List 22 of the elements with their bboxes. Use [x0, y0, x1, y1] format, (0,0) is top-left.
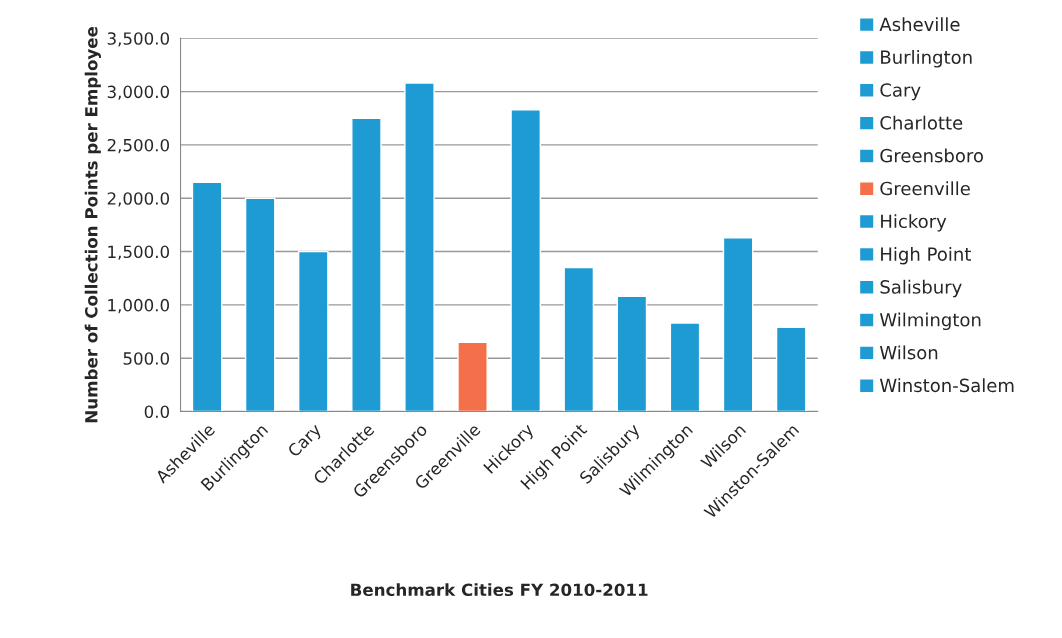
legend-label: Wilson: [879, 345, 938, 360]
y-tick-label: 3,000.0: [107, 85, 170, 100]
y-axis-title: Number of Collection Points per Employee: [84, 26, 101, 423]
legend-label: Wilmington: [879, 312, 981, 331]
legend-label: High Point: [881, 246, 971, 265]
legend-label: Charlotte: [880, 115, 963, 130]
legend-label: Greenville: [880, 181, 970, 196]
y-tick-label: 2,500.0: [107, 138, 170, 154]
y-tick-label: 2,000.0: [107, 192, 170, 207]
y-tick-label: 0.0: [144, 405, 170, 419]
legend-label: Salisbury: [880, 279, 962, 298]
y-tick-label: 500.0: [123, 352, 170, 365]
x-axis-title: Benchmark Cities FY 2010-2011: [351, 583, 648, 597]
y-tick-label: 1,500.0: [108, 245, 170, 260]
legend-label: Asheville: [879, 17, 960, 32]
legend-label: Cary: [880, 83, 921, 101]
legend-label: Burlington: [881, 50, 972, 68]
y-tick-label: 1,000.0: [108, 298, 170, 314]
legend-label: Greensboro: [880, 148, 983, 163]
y-tick-label: 3,500.0: [107, 32, 170, 47]
legend-label: Hickory: [881, 214, 947, 232]
legend-label: Winston-Salem: [879, 378, 1014, 393]
